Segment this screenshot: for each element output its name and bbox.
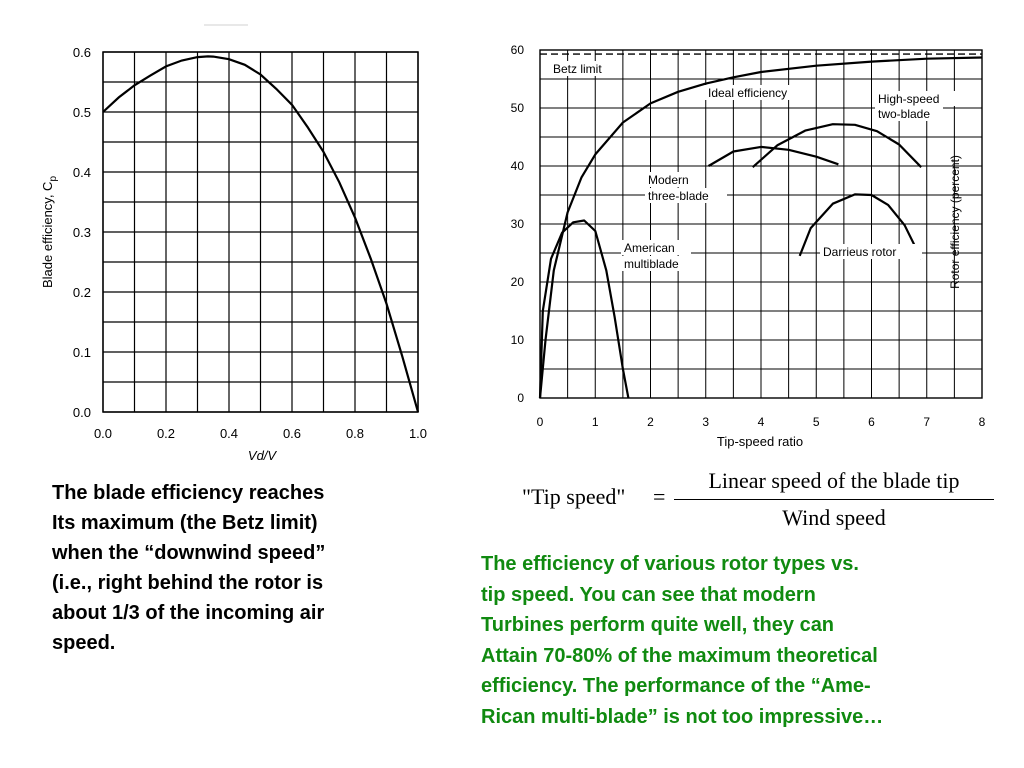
annotation-background <box>645 172 699 187</box>
left-y-axis-label-subscript: p <box>48 176 59 182</box>
decorative-mark <box>204 24 248 26</box>
high-speed-two-blade-curve <box>751 123 922 169</box>
annotation-background <box>621 256 695 271</box>
left-x-tick-label: 1.0 <box>409 426 427 441</box>
left-y-tick-label: 0.2 <box>73 285 91 300</box>
right-plot-frame <box>539 49 983 399</box>
left-x-tick-label: 0.4 <box>220 426 238 441</box>
right-chart-tick-labels: 0 1 2 3 4 5 6 7 8 0 10 20 30 40 50 60 <box>511 43 986 429</box>
formula-equals: = <box>653 484 666 509</box>
left-chart-series <box>102 55 420 413</box>
left-x-tick-label: 0.8 <box>346 426 364 441</box>
annotation-background <box>875 91 959 106</box>
annotation-label: Ideal efficiency <box>708 86 787 100</box>
left-chart-grid <box>102 51 419 413</box>
left-x-tick-label: 0.0 <box>94 426 112 441</box>
right-x-tick-label: 2 <box>647 415 654 429</box>
left-y-axis-label: Blade efficiency, Cp <box>40 176 59 288</box>
right-y-tick-label: 60 <box>511 43 525 57</box>
left-y-tick-label: 0.0 <box>73 405 91 420</box>
right-x-tick-label: 5 <box>813 415 820 429</box>
ideal-efficiency-curve <box>538 56 983 399</box>
right-y-tick-label: 10 <box>511 333 525 347</box>
annotation-background <box>550 61 602 76</box>
rotor-efficiency-chart: 0 1 2 3 4 5 6 7 8 0 10 20 30 40 50 60 Betz limit Ideal e… <box>511 43 986 449</box>
right-y-axis-label: Rotor efficiency (percent) <box>948 155 962 289</box>
left-plot-frame <box>102 51 419 413</box>
right-chart-annotations: Betz limit Ideal efficiency High-speedtwo-… <box>550 61 959 271</box>
annotation-background <box>705 85 813 100</box>
left-x-tick-label: 0.6 <box>283 426 301 441</box>
left-y-tick-label: 0.4 <box>73 165 91 180</box>
annotation-background <box>875 106 943 121</box>
annotation-label: Betz limit <box>553 62 602 76</box>
annotation-label: Modern <box>648 173 689 187</box>
annotation-label: two-blade <box>878 107 930 121</box>
tip-speed-formula: "Tip speed" = Linear speed of the blade … <box>522 462 1002 542</box>
annotation-label: Darrieus rotor <box>823 245 896 259</box>
darrieus-rotor-curve <box>798 193 923 260</box>
blade-efficiency-curve <box>102 55 420 413</box>
right-x-tick-label: 8 <box>979 415 986 429</box>
right-y-tick-label: 40 <box>511 159 525 173</box>
left-y-axis-label-main: Blade efficiency, C <box>40 182 55 288</box>
right-x-axis-label: Tip-speed ratio <box>717 434 803 449</box>
right-chart-series <box>538 56 983 399</box>
right-caption: The efficiency of various rotor types vs… <box>481 553 884 728</box>
annotation-label: three-blade <box>648 189 709 203</box>
annotation-label: High-speed <box>878 92 939 106</box>
left-chart-tick-labels: 0.0 0.2 0.4 0.6 0.8 1.0 0.0 0.1 0.2 0.3 0.4 0.5 0.6 <box>73 45 427 441</box>
right-y-tick-label: 30 <box>511 217 525 231</box>
right-x-tick-label: 0 <box>537 415 544 429</box>
annotation-label: multiblade <box>624 257 679 271</box>
right-x-tick-label: 1 <box>592 415 599 429</box>
right-chart-grid <box>539 49 983 399</box>
formula-denominator: Wind speed <box>782 505 886 530</box>
left-y-tick-label: 0.1 <box>73 345 91 360</box>
right-y-tick-label: 0 <box>517 391 524 405</box>
formula-fraction-bar <box>674 499 994 500</box>
formula-lhs: "Tip speed" <box>522 484 626 509</box>
left-x-tick-label: 0.2 <box>157 426 175 441</box>
left-y-tick-label: 0.5 <box>73 105 91 120</box>
right-x-tick-label: 4 <box>758 415 765 429</box>
formula-numerator: Linear speed of the blade tip <box>708 468 960 493</box>
annotation-background <box>621 240 691 255</box>
right-y-tick-label: 20 <box>511 275 525 289</box>
left-y-tick-label: 0.3 <box>73 225 91 240</box>
blade-efficiency-chart: 0.0 0.2 0.4 0.6 0.8 1.00.00.10.20.30.40.50.6 … <box>40 45 427 463</box>
left-caption: The blade efficiency reaches Its maximum… <box>52 482 326 654</box>
right-x-tick-label: 3 <box>702 415 709 429</box>
left-y-tick-label: 0.6 <box>73 45 91 60</box>
right-x-tick-label: 7 <box>923 415 930 429</box>
right-x-tick-label: 6 <box>868 415 875 429</box>
annotation-background <box>820 244 922 259</box>
left-x-axis-label: Vd/V <box>248 448 278 463</box>
right-y-tick-label: 50 <box>511 101 525 115</box>
american-multiblade-curve <box>538 219 630 399</box>
annotation-background <box>645 188 727 203</box>
annotation-label: American <box>624 241 675 255</box>
